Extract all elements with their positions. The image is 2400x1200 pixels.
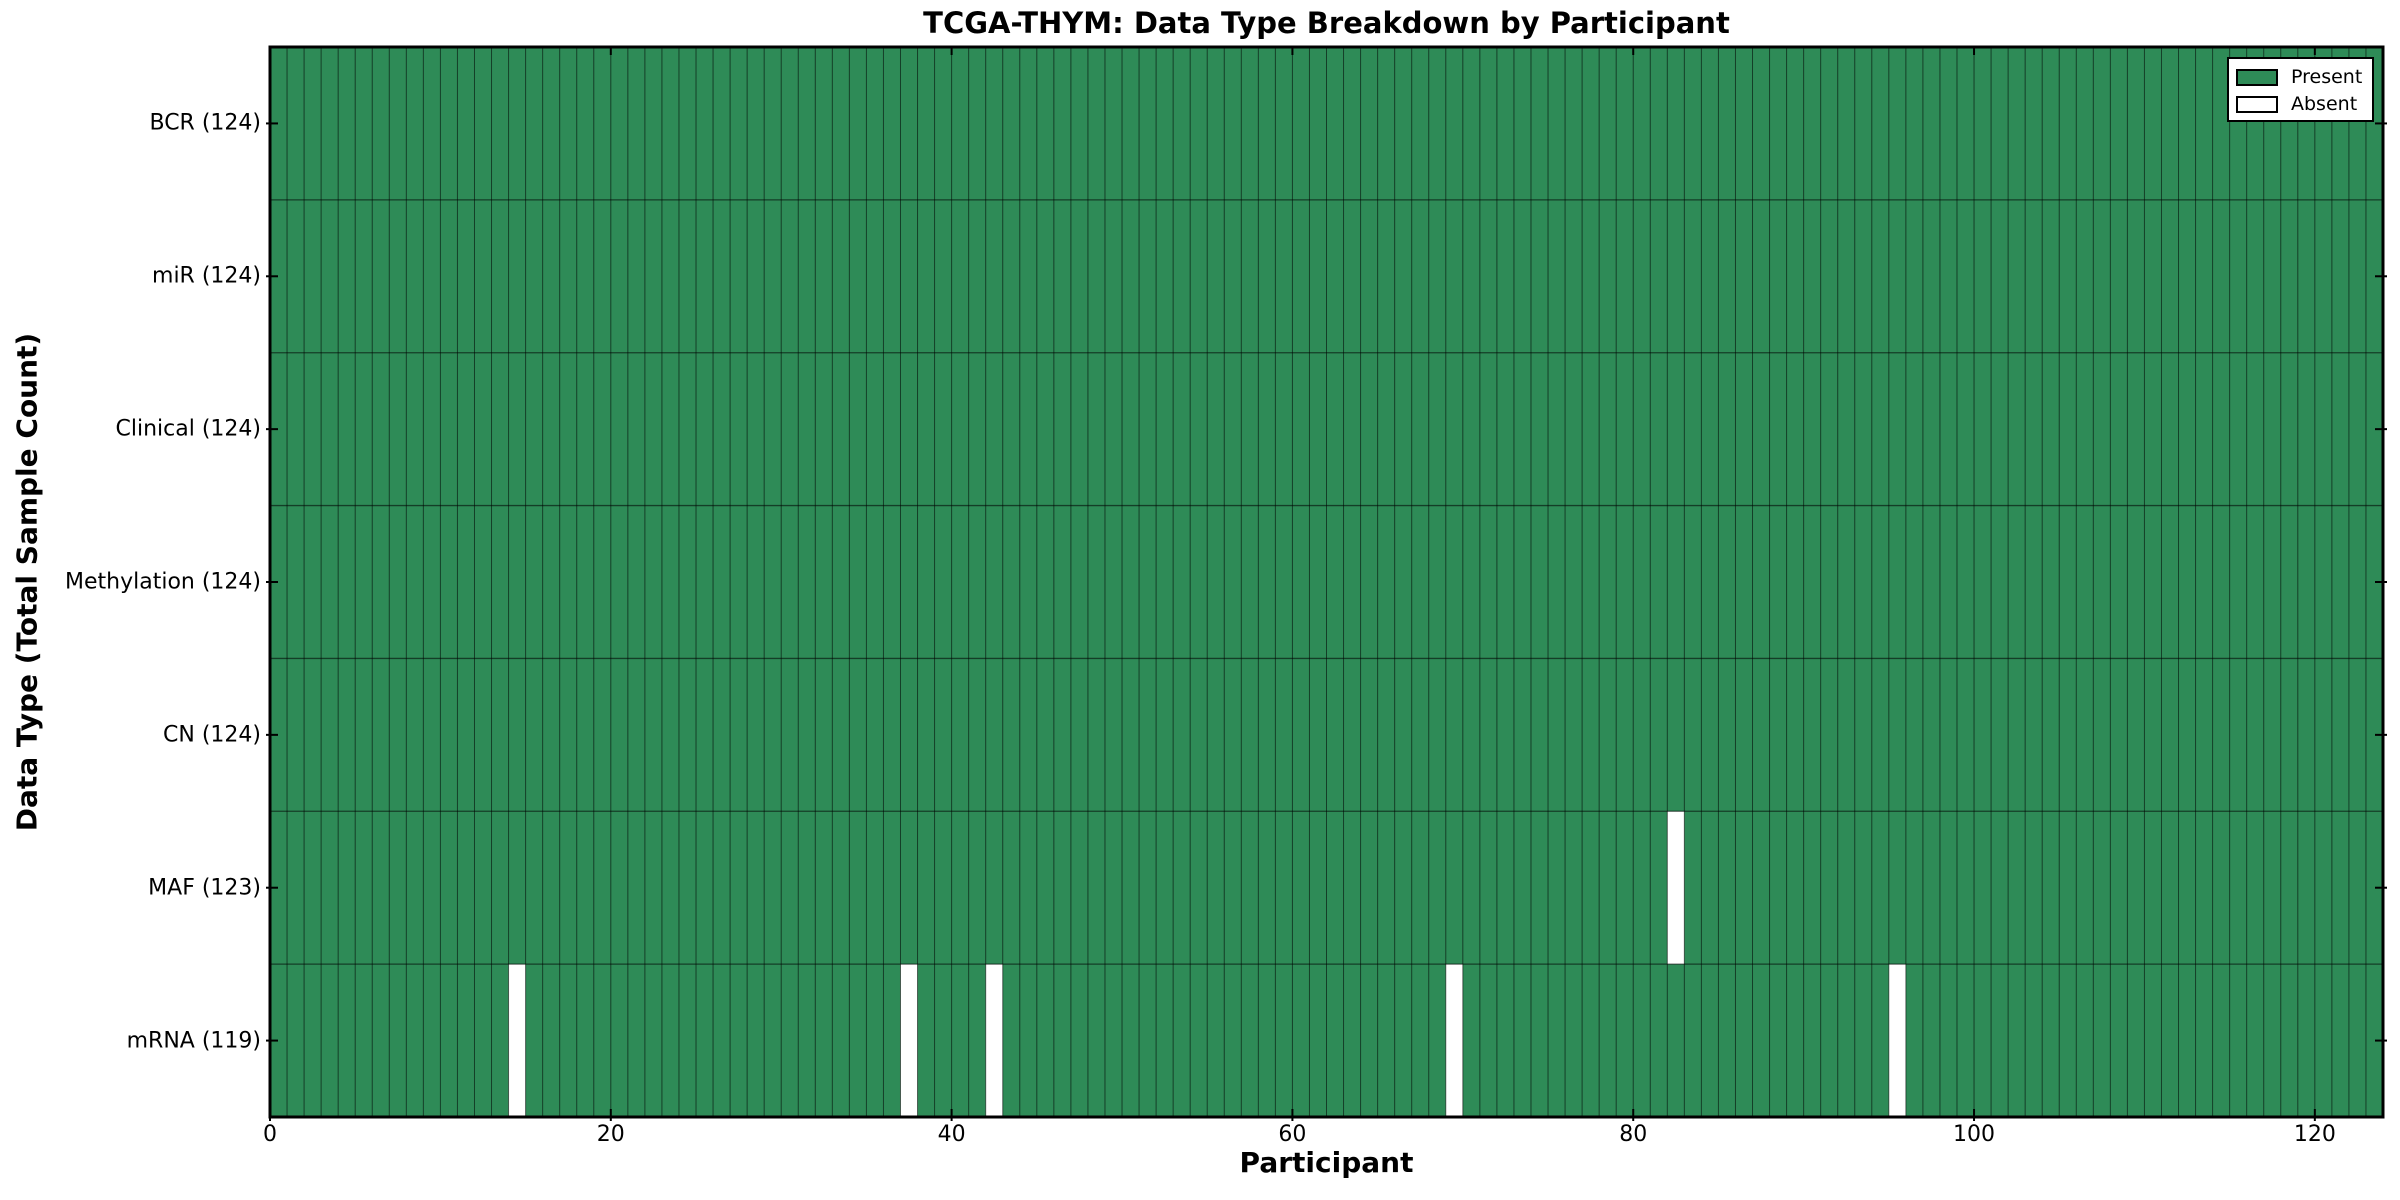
legend-entry-absent: Absent xyxy=(2236,91,2372,118)
y-tick-label: miR (124) xyxy=(152,263,261,289)
y-tick-label: mRNA (119) xyxy=(126,1028,261,1054)
legend-swatch-present-icon xyxy=(2236,69,2278,86)
x-tick-label: 40 xyxy=(937,1122,966,1147)
legend-label-present: Present xyxy=(2291,66,2363,88)
y-tick-label: BCR (124) xyxy=(149,110,261,136)
legend: Present Absent xyxy=(2227,57,2374,122)
legend-entry-present: Present xyxy=(2236,64,2372,91)
x-tick-label: 80 xyxy=(1619,1122,1648,1147)
chart-title: TCGA-THYM: Data Type Breakdown by Partic… xyxy=(923,6,1730,40)
legend-label-absent: Absent xyxy=(2291,93,2358,115)
x-tick-label: 0 xyxy=(263,1122,277,1147)
x-tick-label: 100 xyxy=(1953,1122,1996,1147)
plot-area xyxy=(266,45,2387,1121)
x-tick-label: 60 xyxy=(1278,1122,1307,1147)
y-tick-label: Clinical (124) xyxy=(115,416,261,442)
x-axis-label: Participant xyxy=(1239,1146,1414,1179)
x-tick-label: 120 xyxy=(2293,1122,2336,1147)
y-tick-label: Methylation (124) xyxy=(65,569,261,595)
y-tick-label: MAF (123) xyxy=(148,875,261,901)
legend-swatch-absent-icon xyxy=(2236,96,2278,113)
y-tick-label: CN (124) xyxy=(163,722,261,748)
x-tick-label: 20 xyxy=(596,1122,625,1147)
